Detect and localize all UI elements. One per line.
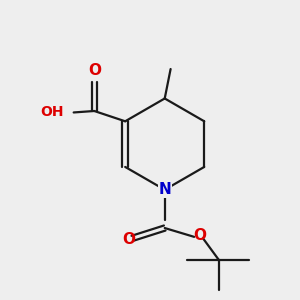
Text: O: O (193, 228, 206, 243)
Text: O: O (122, 232, 135, 247)
Text: O: O (88, 63, 101, 78)
Text: OH: OH (40, 106, 63, 119)
Text: N: N (158, 182, 171, 197)
